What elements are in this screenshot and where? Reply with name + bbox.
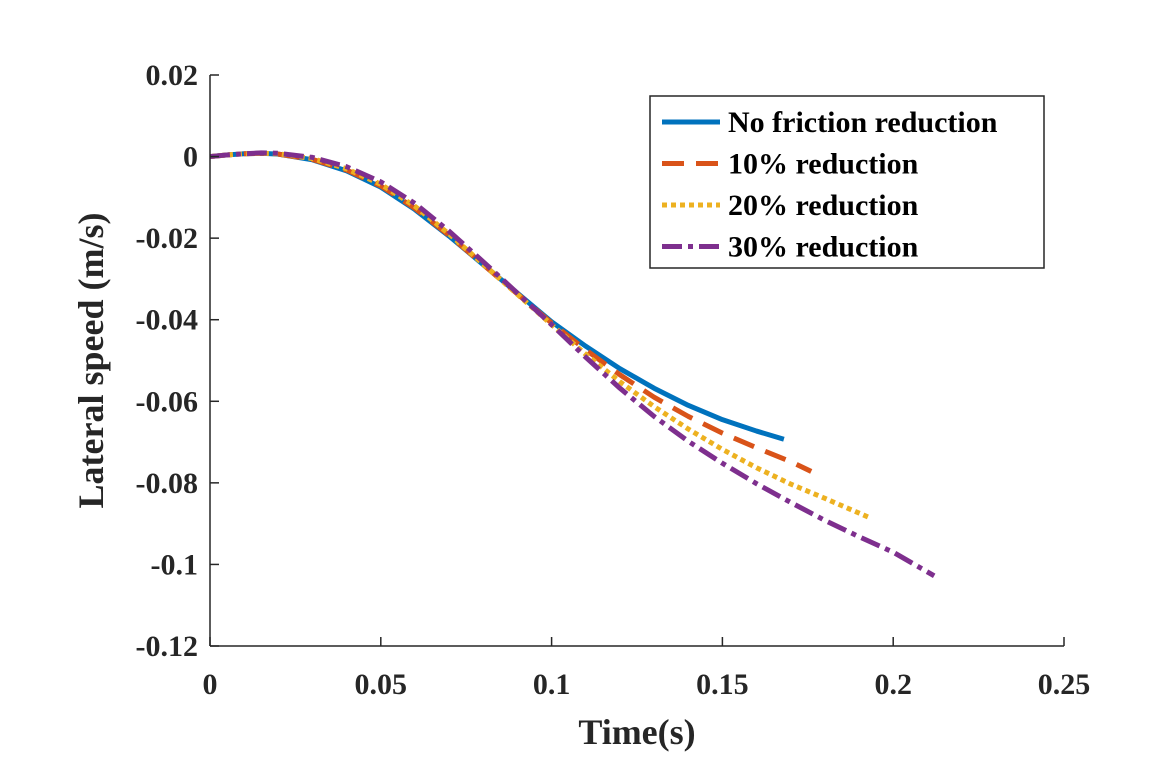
ticks-layer: 0 0.05 0.1 0.15 0.2 0.25 0.02 0 -0.02 -0.04 -0.06 -… <box>136 59 1091 701</box>
legend-label: No friction reduction <box>728 106 998 139</box>
axes-layer <box>209 75 1064 647</box>
y-axis-title: Lateral speed (m/s) <box>71 213 111 509</box>
series-line-2 <box>209 150 813 474</box>
x-tick-label: 0.2 <box>874 668 912 701</box>
x-tick-label: 0.15 <box>696 668 749 701</box>
series-layer <box>209 150 936 579</box>
y-tick-label: -0.08 <box>136 467 199 500</box>
y-tick-label: -0.12 <box>136 630 199 663</box>
legend-label: 30% reduction <box>728 231 919 264</box>
x-tick-label: 0.1 <box>533 668 571 701</box>
y-tick-label: 0 <box>183 141 198 174</box>
series-line-4 <box>209 150 936 579</box>
x-tick-label: 0.05 <box>355 668 408 701</box>
legend-box <box>649 95 1045 269</box>
x-axis-title: Time(s) <box>578 712 695 752</box>
y-tick-label: -0.04 <box>136 304 199 337</box>
legend-label: 20% reduction <box>728 189 919 222</box>
y-tick-label: -0.1 <box>151 548 199 581</box>
x-tick-label: 0 <box>203 668 218 701</box>
x-tick-label: 0.25 <box>1038 668 1091 701</box>
legend-label: 10% reduction <box>728 148 919 181</box>
y-tick-label: -0.06 <box>136 385 199 418</box>
legend: No friction reduction 10% reduction 20% re… <box>649 95 1045 269</box>
y-tick-label: 0.02 <box>146 59 199 92</box>
y-tick-label: -0.02 <box>136 222 199 255</box>
